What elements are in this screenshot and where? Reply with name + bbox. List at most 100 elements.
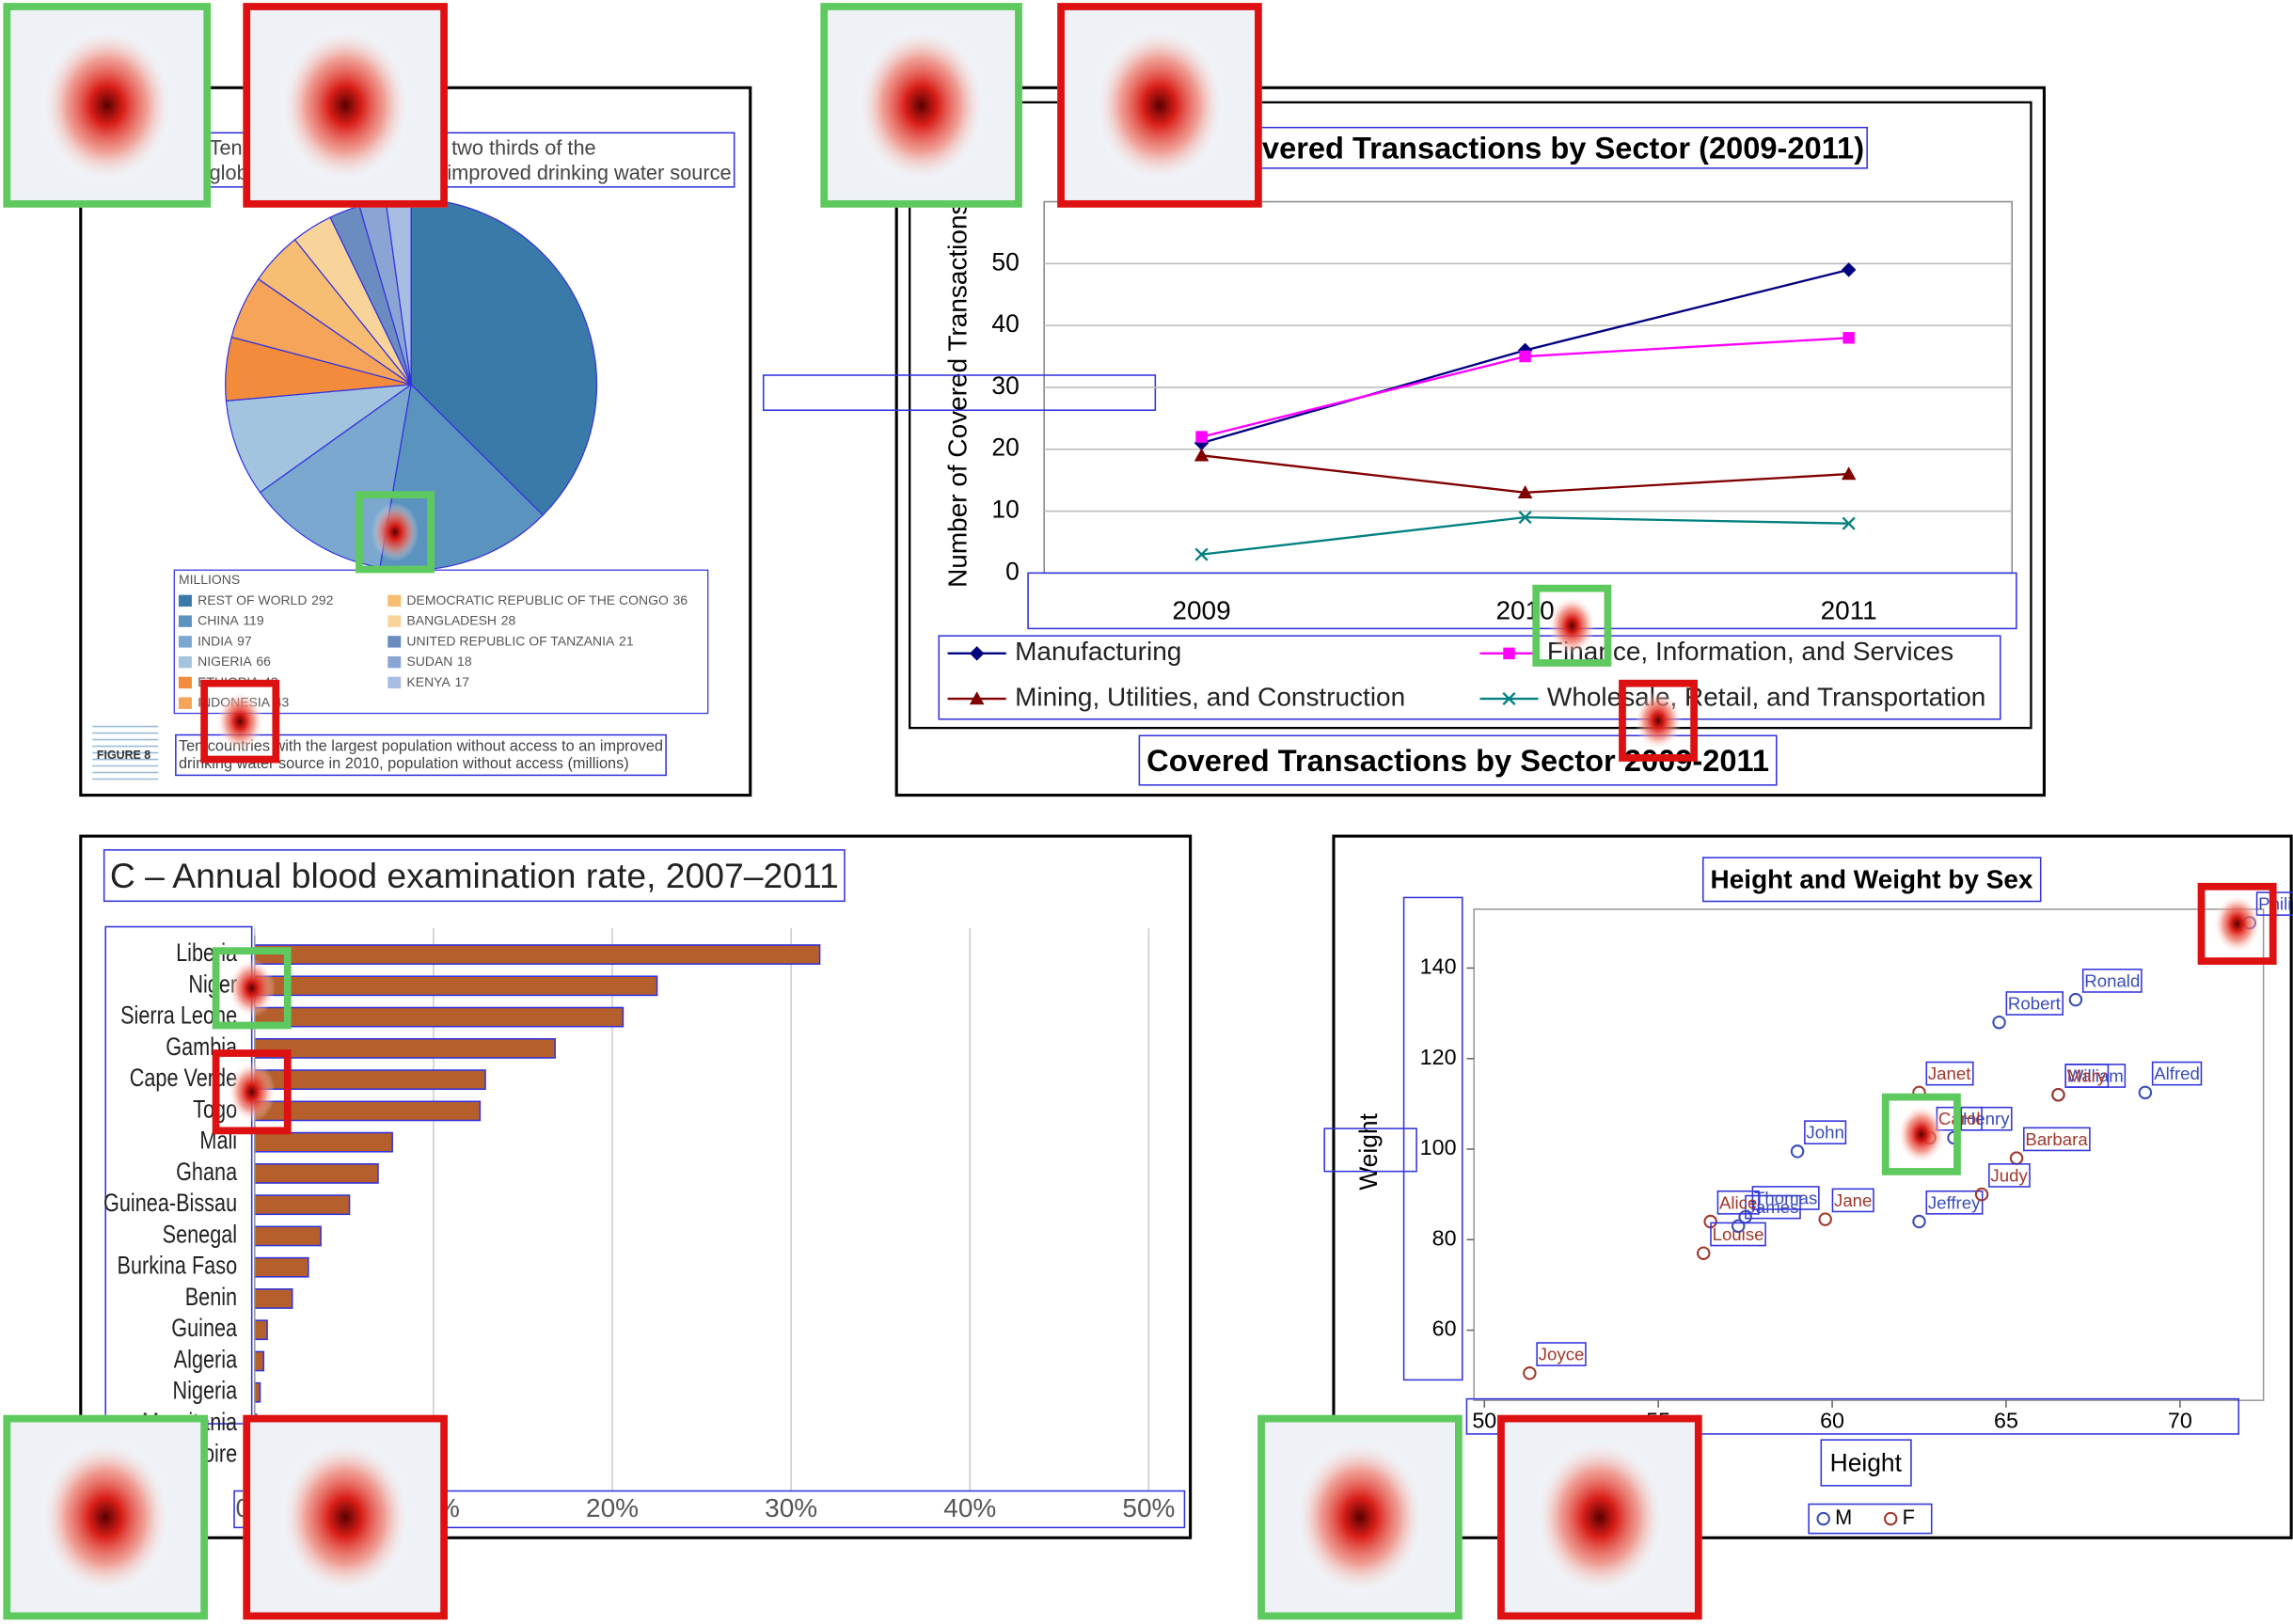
point — [1841, 466, 1857, 481]
point — [1503, 647, 1515, 660]
inset-frame — [3, 3, 212, 208]
bar — [254, 975, 658, 997]
legend-swatch — [387, 615, 402, 627]
legend-label: Finance, Information, and Services — [1547, 637, 1953, 666]
point — [1732, 1219, 1746, 1234]
annotation-box — [2081, 969, 2143, 993]
point-label: Judy — [1990, 1165, 2028, 1185]
y-tick-label: Burkina Faso — [117, 1253, 237, 1281]
legend-box — [1808, 1503, 1933, 1535]
point — [1912, 1214, 1926, 1229]
bar — [254, 1163, 379, 1184]
pie-slice — [410, 197, 598, 516]
legend-label: SUDAN 18 — [406, 654, 471, 669]
legend-name: INDIA — [198, 633, 233, 648]
point-label: Louise — [1713, 1224, 1764, 1244]
point — [1842, 332, 1855, 344]
y-tick-label: Senegal — [163, 1221, 238, 1249]
y-tick-label: 100 — [1420, 1135, 1457, 1159]
point — [1519, 350, 1531, 363]
y-tick-label: Nigeria — [173, 1378, 238, 1406]
annotation-box — [1925, 1061, 1974, 1086]
y-axis-box — [1402, 896, 1463, 1381]
point-label: Joyce — [1539, 1345, 1585, 1364]
point-label: Alice — [1719, 1192, 1757, 1212]
legend-label: NIGERIA 66 — [198, 654, 271, 669]
legend-title: MILLIONS — [179, 572, 240, 587]
y-tick-label: Guinea — [171, 1315, 237, 1343]
legend-value: 18 — [457, 654, 472, 669]
point — [1518, 511, 1532, 525]
point-label: Robert — [2008, 993, 2062, 1013]
legend-swatch — [178, 676, 192, 689]
caption-line: drinking water source in 2010, populatio… — [179, 755, 629, 772]
bar — [254, 1225, 322, 1247]
y-tick-label: 120 — [1420, 1045, 1457, 1069]
point — [969, 646, 985, 661]
legend-swatch — [387, 655, 402, 669]
caption: Ten countries with the largest populatio… — [179, 738, 663, 773]
legend-box — [938, 635, 2001, 720]
bar — [254, 1131, 393, 1153]
legend-swatch — [178, 615, 192, 627]
legend-swatch — [178, 636, 192, 648]
inset-frame — [243, 3, 448, 208]
inset-frame — [200, 679, 280, 764]
heat-blob — [216, 691, 264, 752]
inset-frame — [356, 491, 435, 574]
annotation-box — [762, 374, 1157, 411]
chart-title: Height and Weight by Sex — [1711, 865, 2033, 894]
x-tick-label: 30% — [765, 1493, 817, 1522]
legend-label: BANGLADESH 28 — [406, 612, 515, 627]
y-axis-label: Number of Covered Transactions — [942, 201, 972, 587]
x-tick-label: 65 — [1994, 1409, 2018, 1433]
inset-frame — [2197, 882, 2277, 965]
legend-label: Manufacturing — [1015, 637, 1181, 666]
legend-value: 66 — [256, 654, 271, 669]
heat-blob — [228, 958, 276, 1018]
point — [1992, 1015, 2006, 1030]
x-tick-label: 2009 — [1172, 596, 1230, 625]
heat-blob — [279, 27, 411, 183]
annotation-box — [1820, 1439, 1912, 1487]
point-label: Jeffrey — [1928, 1192, 1981, 1212]
x-tick-label: 20% — [586, 1493, 639, 1522]
inset-frame — [212, 1049, 292, 1135]
legend-name: BANGLADESH — [406, 612, 497, 627]
legend-value: 36 — [673, 592, 688, 607]
legend-value: 292 — [311, 592, 334, 607]
point — [1841, 262, 1857, 277]
point — [1194, 448, 1210, 462]
legend-label: Mining, Utilities, and Construction — [1015, 682, 1405, 711]
y-tick-label: 0 — [1005, 557, 1020, 585]
y-tick-label: 80 — [1432, 1225, 1457, 1250]
inset-frame — [1881, 1093, 1961, 1175]
heat-blob — [1534, 1439, 1666, 1596]
legend-swatch — [178, 697, 192, 709]
point-label: Janet — [1928, 1064, 1971, 1083]
point-label: Barbara — [2025, 1129, 2088, 1149]
y-tick-label: Cape Verde — [130, 1064, 237, 1093]
heat-blob — [40, 1439, 171, 1596]
inset-frame — [1619, 679, 1699, 762]
annotation-box — [1804, 1120, 1847, 1145]
legend-label: F — [1903, 1506, 1915, 1529]
heat-blob — [1634, 691, 1683, 750]
point-label: Mary — [2067, 1066, 2107, 1086]
y-tick-label: Benin — [185, 1284, 237, 1312]
annotation-box — [1745, 1194, 1801, 1220]
legend-name: SUDAN — [406, 654, 452, 669]
annotation-box — [1323, 1127, 1417, 1173]
y-tick-label: Gambia — [166, 1033, 237, 1062]
inset-frame — [3, 1414, 209, 1620]
x-tick-label: 2010 — [1495, 596, 1554, 625]
legend-value: 119 — [243, 612, 264, 627]
annotation-box — [2064, 1064, 2110, 1088]
y-tick-label: 30 — [991, 371, 1019, 400]
bar — [254, 1194, 351, 1216]
legend-box — [173, 569, 709, 715]
bar — [254, 1350, 265, 1372]
figure-label: FIGURE 8 — [97, 749, 150, 762]
legend-swatch — [178, 594, 192, 607]
annotation-box — [1138, 734, 1778, 786]
